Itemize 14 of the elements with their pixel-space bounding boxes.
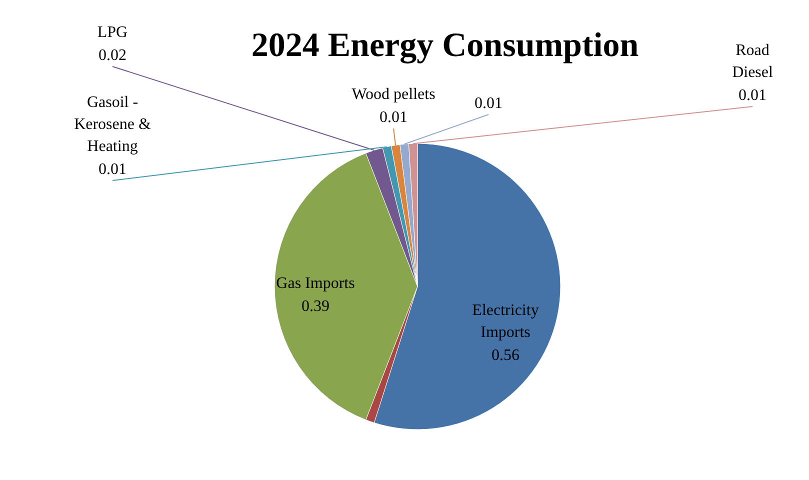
slice-label: Wood pellets bbox=[352, 86, 436, 103]
data-label: 0.02 bbox=[98, 47, 126, 64]
data-label: 0.39 bbox=[302, 298, 330, 315]
chart-title: 2024 Energy Consumption bbox=[251, 27, 639, 64]
data-label: 0.01 bbox=[98, 161, 126, 178]
data-label: 0.01 bbox=[738, 87, 766, 104]
data-label: 0.01 bbox=[474, 95, 502, 112]
slice-label: LPG bbox=[97, 24, 128, 41]
data-label: 0.01 bbox=[380, 109, 408, 126]
slice-label: Gasoil - Kerosene & Heating bbox=[74, 94, 152, 155]
data-label: 0.56 bbox=[492, 347, 520, 364]
slice-label: Gas Imports bbox=[276, 275, 355, 292]
slice-label: Electricity Imports bbox=[472, 302, 539, 341]
slice-label: Road Diesel bbox=[732, 42, 774, 81]
